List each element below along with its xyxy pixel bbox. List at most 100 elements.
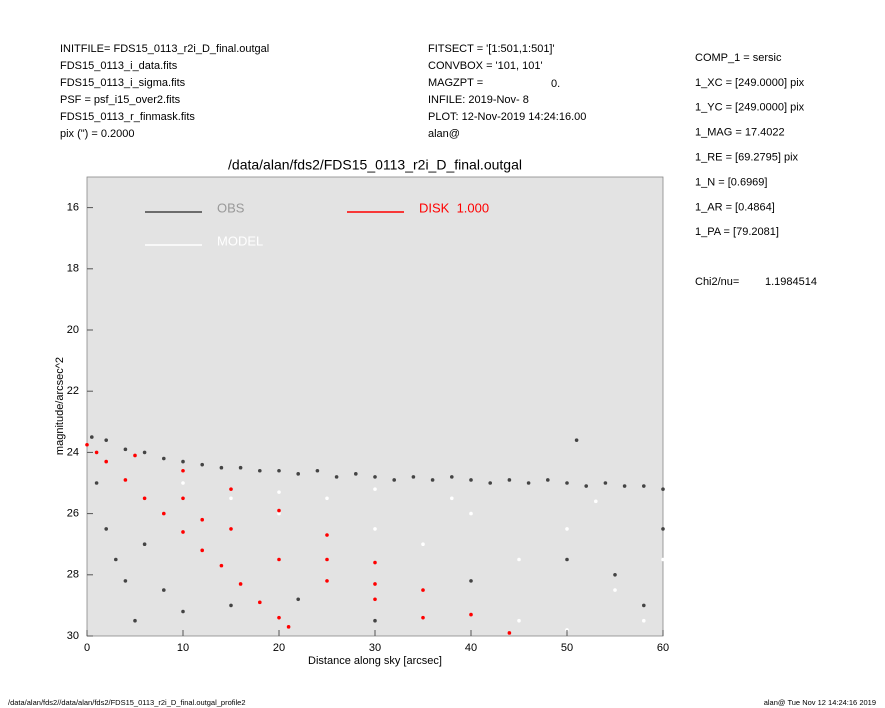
data-point (162, 588, 166, 592)
header-left-line: FDS15_0113_r_finmask.fits (60, 111, 195, 123)
data-point (200, 517, 204, 522)
data-point (219, 465, 224, 470)
header-left-line: pix (") = 0.2000 (60, 128, 135, 140)
data-point (517, 618, 521, 623)
data-point (162, 511, 166, 516)
data-point (603, 481, 608, 485)
data-point (104, 438, 108, 442)
data-point (90, 435, 94, 439)
data-point (181, 609, 185, 614)
data-point (469, 511, 473, 516)
data-point (181, 481, 185, 485)
data-point (613, 588, 617, 592)
data-point (94, 481, 99, 485)
data-point (421, 615, 425, 620)
data-point (238, 582, 243, 586)
data-point (181, 459, 185, 464)
data-point (104, 527, 108, 531)
x-tick-label: 30 (369, 642, 381, 654)
data-point (142, 496, 147, 501)
x-tick-label: 60 (657, 642, 669, 654)
header-right-line: 1_MAG = 17.4022 (695, 127, 785, 139)
data-point (258, 600, 262, 605)
x-tick-label: 40 (465, 642, 477, 654)
data-point (123, 447, 128, 452)
data-point (229, 527, 233, 531)
x-tick-label: 0 (84, 642, 90, 654)
data-point (642, 484, 646, 488)
header-middle-line: INFILE: 2019-Nov- 8 (428, 94, 529, 106)
header-left-line: PSF = psf_i15_over2.fits (60, 94, 181, 106)
data-point (565, 527, 569, 531)
plot-area (86, 176, 664, 637)
legend-label: MODEL (217, 233, 263, 248)
y-tick-label: 16 (67, 202, 79, 214)
data-point (392, 478, 397, 482)
data-point (114, 557, 118, 562)
data-point (469, 612, 473, 617)
y-tick-label: 20 (67, 324, 79, 336)
data-point (325, 579, 329, 583)
data-point (574, 438, 579, 442)
data-point (354, 472, 358, 476)
data-point (594, 499, 598, 504)
data-point (133, 453, 137, 458)
data-point (469, 478, 473, 482)
data-point (565, 481, 569, 485)
header-right-line: 1_XC = [249.0000] pix (695, 77, 805, 89)
data-point (661, 527, 665, 531)
footer-left: /data/alan/fds2//data/alan/fds2/FDS15_01… (8, 698, 246, 707)
data-point (613, 573, 617, 577)
data-point (181, 496, 185, 501)
y-tick-label: 26 (67, 508, 79, 520)
data-point (373, 597, 377, 602)
data-point (123, 579, 128, 583)
data-point (373, 618, 377, 623)
y-tick-label: 24 (67, 446, 79, 458)
x-axis-label: Distance along sky [arcsec] (308, 655, 442, 667)
data-point (219, 563, 224, 568)
data-point (181, 468, 185, 473)
data-point (546, 478, 550, 482)
header-right-line: 1_PA = [79.2081] (695, 226, 779, 238)
data-point (123, 478, 128, 482)
y-tick-label: 28 (67, 569, 79, 581)
header-middle-line: MAGZPT = (428, 77, 483, 89)
data-point (238, 465, 243, 470)
footer-right: alan@ Tue Nov 12 14:24:16 2019 (764, 698, 876, 707)
data-point (325, 533, 329, 537)
header-left-line: FDS15_0113_i_data.fits (60, 60, 178, 72)
y-tick-label: 22 (67, 385, 79, 397)
data-point (334, 475, 339, 479)
data-point (277, 557, 281, 562)
data-layer (85, 435, 665, 635)
header-middle-line: CONVBOX = '101, 101' (428, 60, 543, 72)
header-right-line: 1_RE = [69.2795] pix (695, 152, 799, 164)
data-point (373, 582, 377, 586)
x-tick-label: 20 (273, 642, 285, 654)
data-point (373, 487, 377, 491)
data-point (162, 456, 166, 461)
data-point (277, 511, 281, 516)
data-point (181, 530, 185, 534)
x-tick-label: 50 (561, 642, 573, 654)
data-point (421, 588, 425, 592)
data-point (373, 475, 377, 479)
data-point (373, 560, 377, 565)
header-right-line: COMP_1 = sersic (695, 52, 782, 64)
data-point (104, 459, 108, 464)
header-right-line: 1_AR = [0.4864] (695, 201, 775, 213)
header-middle-line: FITSECT = '[1:501,1:501]' (428, 43, 555, 55)
data-point (258, 468, 262, 473)
data-point (584, 484, 588, 488)
data-point (277, 615, 281, 620)
data-point (286, 625, 291, 629)
data-point (142, 542, 147, 546)
data-point (526, 481, 531, 485)
data-point (277, 468, 281, 473)
data-point (661, 487, 665, 491)
data-point (507, 478, 512, 482)
data-point (450, 496, 454, 501)
data-point (142, 450, 147, 455)
data-point (565, 557, 569, 562)
